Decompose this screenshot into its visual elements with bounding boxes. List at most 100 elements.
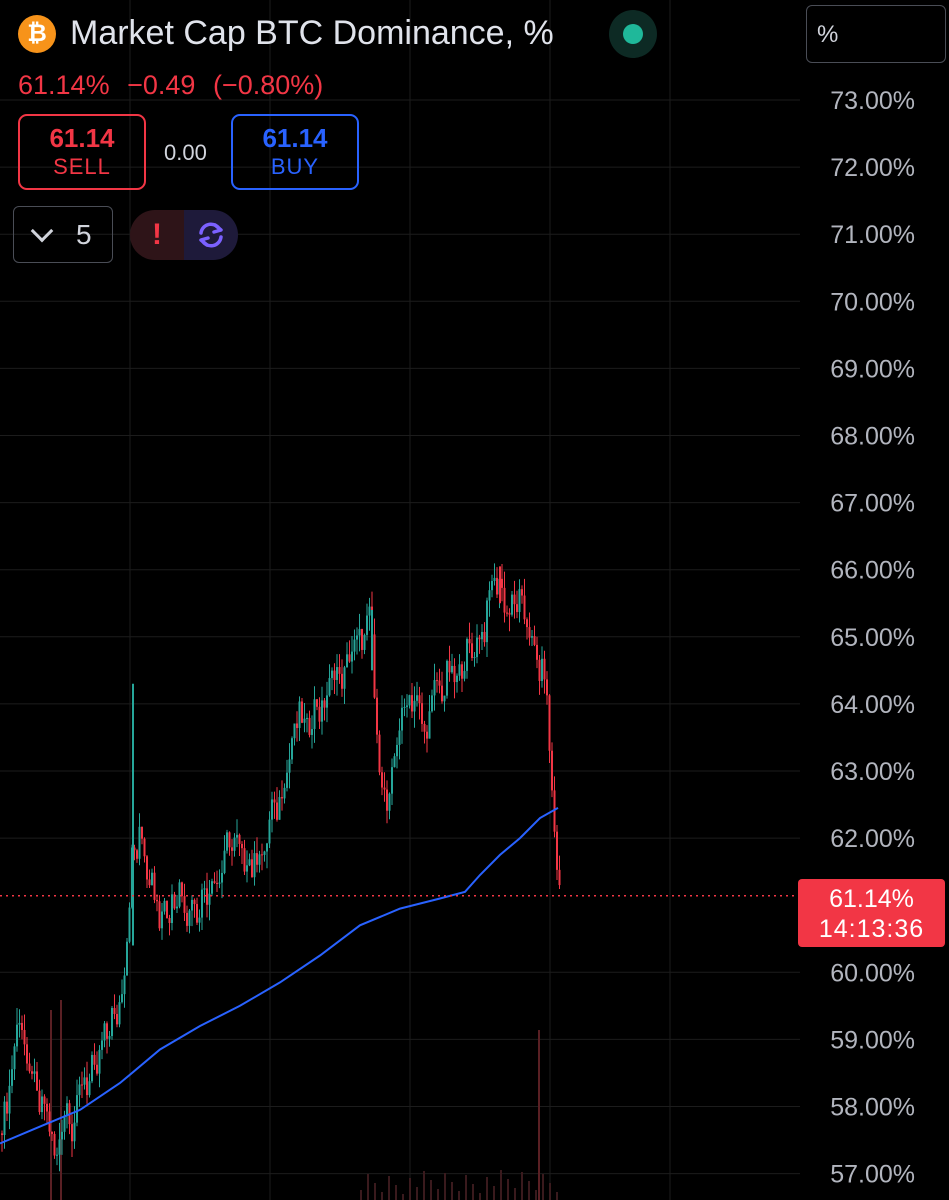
y-tick-label: 66.00% [830,557,915,585]
candle-body [103,1023,106,1041]
candle-body [481,631,483,640]
volume-bar [374,1183,376,1200]
sell-button[interactable]: 61.14 SELL [18,114,146,190]
candle-body [213,881,216,883]
y-tick-label: 70.00% [830,288,915,316]
quote-line: 61.14% −0.49 (−0.80%) [18,70,323,101]
candle-body [31,1071,33,1074]
candle-body [478,637,481,640]
candle-body [243,848,246,872]
candle-body [66,1103,68,1116]
candle-body [256,853,258,865]
candle-body [361,629,363,650]
candle-body [158,901,161,929]
live-dot-icon [623,24,643,44]
candle-body [138,826,141,859]
candle-body [521,589,523,596]
exclamation-icon[interactable]: ! [130,210,184,260]
candle-body [33,1071,36,1074]
candle-body [436,680,438,682]
candle-body [118,1002,121,1025]
buy-button[interactable]: 61.14 BUY [231,114,359,190]
candle-body [136,850,138,859]
candle-body [448,660,451,673]
candle-body [96,1064,98,1074]
candle-body [133,847,136,851]
candle-body [391,767,393,794]
candle-body [401,707,403,731]
y-tick-label: 69.00% [830,355,915,383]
candle-body [246,865,248,872]
volume-bar [451,1182,453,1200]
candle-body [533,636,536,645]
candle-body [228,832,231,848]
candle-body [298,701,301,729]
symbol-title[interactable]: Market Cap BTC Dominance, % [70,14,554,52]
y-tick-label: 60.00% [830,959,915,987]
interval-value: 5 [76,218,92,250]
refresh-icon[interactable] [184,210,238,260]
volume-bar [549,1183,551,1200]
volume-bar [486,1177,488,1200]
candle-body [491,580,493,591]
y-tick-label: 63.00% [830,758,915,786]
candle-body [11,1069,13,1086]
candle-body [93,1054,96,1065]
candle-body [528,627,531,638]
candle-body [18,1022,21,1025]
volume-bar [528,1181,530,1200]
candle-body [261,854,263,856]
candle-body [41,1096,43,1113]
candle-body [493,577,496,581]
last-price-tag-value: 61.14% [829,885,914,913]
volume-bar [395,1185,397,1200]
candle-body [206,888,208,905]
candle-body [496,577,498,595]
candle-body [21,1022,23,1030]
price-axis[interactable]: 73.00% 72.00% 71.00% 70.00% 69.00% 68.00% 67.0… [830,87,915,1189]
candle-body [293,723,296,739]
candle-body [393,756,396,768]
last-price-tag: 61.14% 14:13:36 [798,879,945,947]
candle-body [358,629,361,636]
candle-body [553,790,556,832]
chevron-down-icon [30,219,54,242]
candle-body [253,853,256,878]
candle-body [283,787,286,799]
volume-bar [479,1193,481,1200]
candle-body [186,912,188,926]
interval-selector[interactable]: 5 [13,206,113,263]
candle-body [278,797,281,820]
candle-body [81,1084,83,1086]
scale-unit-button[interactable]: % [806,5,946,63]
candle-body [331,670,333,679]
alert-toolbar[interactable]: ! [130,210,238,260]
volume-bar [458,1191,460,1200]
volume-bar [556,1192,558,1200]
market-status-indicator[interactable] [609,10,657,58]
candle-body [526,619,528,628]
candle-body [3,1101,6,1136]
candle-body [61,1131,63,1140]
bitcoin-icon[interactable]: ₿ [18,14,56,53]
candle-body [291,738,293,760]
candle-body [111,1007,113,1037]
candle-body [88,1081,91,1096]
candle-body [233,837,236,851]
candle-body [318,706,321,722]
candle-body [1,1133,3,1136]
refresh-icon-graphic [199,222,223,248]
volume-bar [507,1179,509,1200]
symbol-header[interactable]: ₿ Market Cap BTC Dominance, % [18,14,554,53]
candle-body [83,1077,86,1085]
volume-bar [430,1180,432,1200]
volume-bar [521,1172,523,1200]
candle-body [368,606,371,616]
sell-label: SELL [53,154,111,179]
candle-body [221,872,223,883]
candle-body [236,834,238,838]
candlestick-series [1,563,561,1172]
candle-body [288,759,291,773]
candle-body [101,1040,103,1050]
